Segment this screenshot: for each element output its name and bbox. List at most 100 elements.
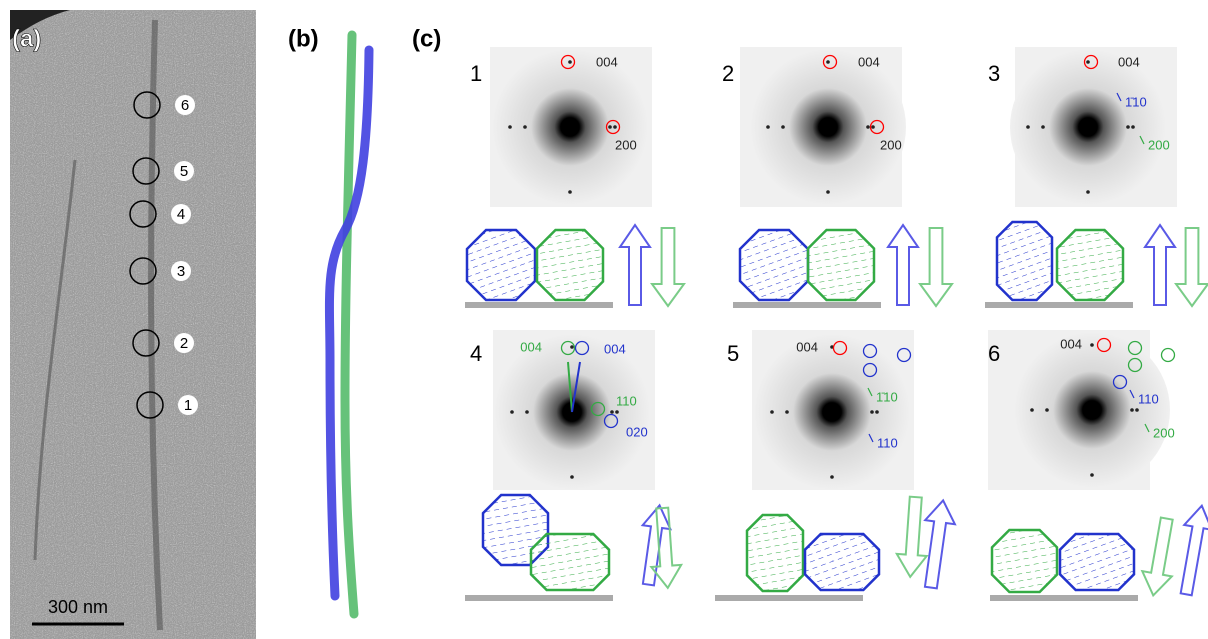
marker-label: 6 — [181, 97, 189, 114]
diffraction-spot — [608, 125, 612, 129]
diffraction-spot — [568, 60, 572, 64]
diffraction-center — [754, 334, 910, 490]
spot-label: 1̄10 — [1125, 94, 1147, 109]
panel-a: 300 nm (a) — [10, 10, 256, 639]
polarity-arrow — [1176, 228, 1208, 306]
polarity-arrow — [635, 503, 674, 586]
spot-label: 004 — [1118, 54, 1140, 69]
diffraction-center — [492, 49, 648, 205]
crystal — [1057, 230, 1123, 300]
diffraction-spot — [1090, 473, 1094, 477]
polarity-arrow — [920, 228, 952, 306]
diffraction-spot — [568, 190, 572, 194]
polarity-arrow — [1138, 516, 1181, 598]
crystal — [467, 230, 535, 300]
crystal — [537, 230, 603, 300]
polarity-arrow — [916, 498, 958, 589]
diffraction-spot — [570, 345, 574, 349]
spot-label: 1̄10 — [876, 389, 898, 404]
spot-label: 110 — [616, 393, 637, 408]
spot-label: 110 — [877, 435, 898, 450]
diffraction-spot — [1026, 125, 1030, 129]
spot-label: 004 — [596, 54, 618, 69]
diffraction-spot — [830, 475, 834, 479]
spot-label: 200 — [615, 137, 637, 152]
marker-label: 1 — [184, 397, 192, 414]
substrate — [465, 595, 613, 601]
spot-label: 004 — [520, 339, 542, 354]
diffraction-spot — [1090, 343, 1094, 347]
substrate — [715, 595, 863, 601]
crystal — [747, 515, 803, 591]
diffraction-spot — [785, 410, 789, 414]
spot-label: 200 — [1148, 137, 1170, 152]
polarity-arrow — [895, 496, 931, 578]
diffraction-spot — [610, 410, 614, 414]
panel-label: (b) — [288, 25, 319, 52]
pattern-number: 2 — [722, 61, 734, 86]
polarity-arrow — [620, 225, 650, 305]
diffraction-spot — [826, 60, 830, 64]
marker-label: 3 — [177, 263, 185, 280]
diffraction-spot — [770, 410, 774, 414]
diffraction-spot — [615, 410, 619, 414]
substrate — [733, 302, 881, 308]
substrate — [985, 302, 1133, 308]
diffraction-spot — [523, 125, 527, 129]
diffraction-spot — [1045, 408, 1049, 412]
panel-label: (a) — [12, 25, 41, 52]
pattern-number: 5 — [727, 341, 739, 366]
micrograph-noise — [10, 10, 256, 639]
diffraction-spot — [781, 125, 785, 129]
diffraction-spot — [1086, 190, 1090, 194]
substrate — [990, 595, 1138, 601]
diffraction-spot — [508, 125, 512, 129]
spot-label: 004 — [796, 339, 818, 354]
substrate — [465, 302, 613, 308]
crystal — [808, 230, 874, 300]
diffraction-spot — [866, 125, 870, 129]
diffraction-spot — [1130, 408, 1134, 412]
polarity-arrow — [652, 228, 684, 306]
pattern-number: 6 — [988, 341, 1000, 366]
marker-label: 4 — [177, 206, 185, 223]
crystal — [531, 534, 609, 590]
diffraction-spot — [875, 410, 879, 414]
diffraction-spot — [1126, 125, 1130, 129]
diffraction-spot — [826, 190, 830, 194]
spot-label: 004 — [604, 341, 626, 356]
diffraction-spot — [613, 125, 617, 129]
diffraction-spot — [870, 410, 874, 414]
diffraction-spot — [871, 125, 875, 129]
diffraction-center — [1010, 49, 1166, 205]
spot-label: 200 — [1153, 425, 1175, 440]
polarity-arrow — [1145, 225, 1175, 305]
diffraction-center — [750, 49, 906, 205]
spot-label: 004 — [858, 54, 880, 69]
panel-label: (c) — [412, 25, 441, 52]
marker-label: 5 — [180, 163, 188, 180]
diffraction-spot — [1030, 408, 1034, 412]
crystal — [1060, 534, 1134, 590]
marker-label: 2 — [180, 335, 188, 352]
diffraction-spot — [525, 410, 529, 414]
spot-label: 110 — [1138, 391, 1159, 406]
pattern-number: 1 — [470, 61, 482, 86]
spot-label: 200 — [880, 137, 902, 152]
diffraction-spot — [1131, 125, 1135, 129]
crystal — [740, 230, 808, 300]
polarity-arrow — [1172, 503, 1208, 596]
crystal — [805, 534, 879, 590]
spot-label: 020 — [626, 424, 648, 439]
crystal — [997, 222, 1052, 300]
diffraction-spot — [1086, 60, 1090, 64]
diffraction-center — [1014, 332, 1170, 488]
diffraction-spot — [766, 125, 770, 129]
green-fiber — [345, 35, 354, 614]
panel-b: (b) — [288, 25, 369, 614]
figure: 300 nm (a) (b) (c) 123456100420020042003… — [0, 0, 1208, 639]
pattern-number: 4 — [470, 341, 482, 366]
polarity-arrow — [888, 225, 918, 305]
diffraction-spot — [570, 475, 574, 479]
diffraction-spot — [510, 410, 514, 414]
